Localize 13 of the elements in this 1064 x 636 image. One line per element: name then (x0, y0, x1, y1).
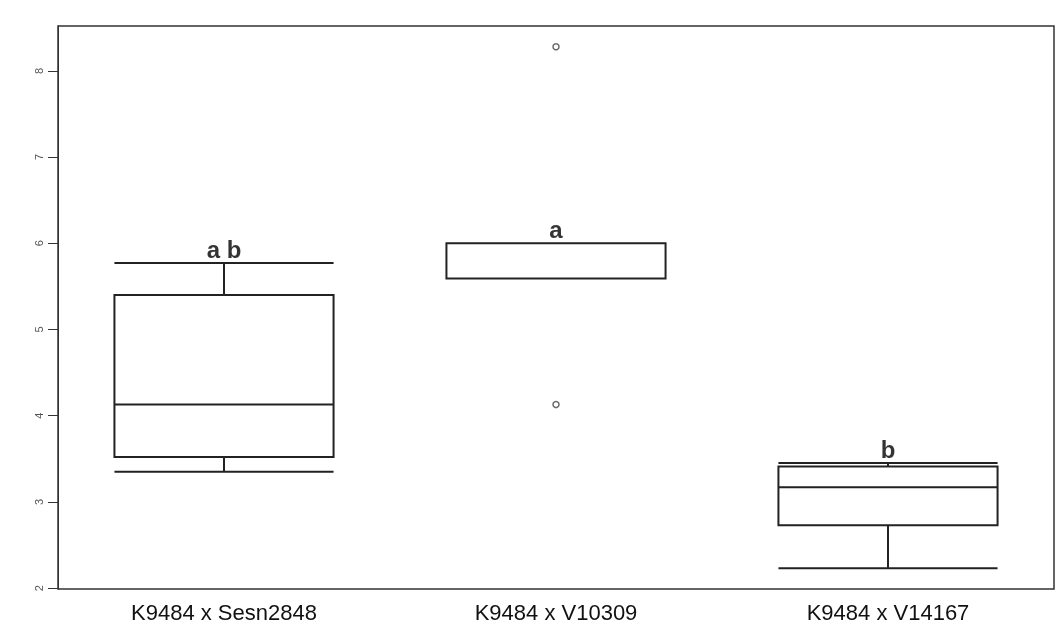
y-tick-label: 8 (32, 67, 45, 74)
annotation: b (880, 435, 896, 463)
y-tick-label: 7 (32, 153, 45, 161)
y-tick-label: 2 (32, 585, 45, 592)
y-tick-label: 3 (32, 498, 45, 505)
annotation: a b (206, 235, 242, 263)
y-tick-label: 4 (32, 412, 45, 419)
x-tick-label: K9484 x V10309 (474, 599, 638, 625)
y-tick-label: 6 (32, 240, 45, 247)
x-tick-label: K9484 x V14167 (806, 599, 970, 625)
annotation: a (549, 215, 564, 243)
y-tick-label: 5 (32, 326, 45, 333)
x-tick-label: K9484 x Sesn2848 (131, 599, 317, 625)
